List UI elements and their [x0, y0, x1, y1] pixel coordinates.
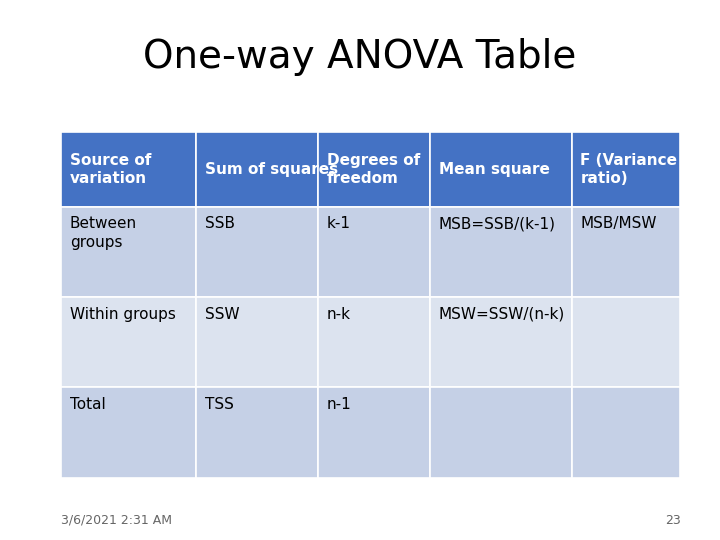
Text: Total: Total — [70, 397, 106, 412]
Text: One-way ANOVA Table: One-way ANOVA Table — [143, 38, 577, 76]
Text: Mean square: Mean square — [438, 162, 549, 177]
Text: MSB/MSW: MSB/MSW — [580, 217, 657, 231]
Bar — [572, 388, 680, 478]
Bar — [197, 297, 318, 388]
Text: Within groups: Within groups — [70, 307, 176, 322]
Text: k-1: k-1 — [327, 217, 351, 231]
Bar — [318, 132, 430, 207]
Bar — [430, 297, 572, 388]
Text: Source of
variation: Source of variation — [70, 153, 151, 186]
Text: 23: 23 — [665, 514, 680, 526]
Bar — [61, 207, 197, 297]
Text: SSB: SSB — [205, 217, 235, 231]
Bar — [197, 132, 318, 207]
Bar — [430, 132, 572, 207]
Text: TSS: TSS — [205, 397, 234, 412]
Bar — [61, 388, 197, 478]
Text: n-1: n-1 — [327, 397, 351, 412]
Text: SSW: SSW — [205, 307, 240, 322]
Text: Between
groups: Between groups — [70, 217, 137, 250]
Bar — [430, 207, 572, 297]
Bar — [61, 297, 197, 388]
Text: MSW=SSW/(n-k): MSW=SSW/(n-k) — [438, 307, 565, 322]
Bar — [430, 388, 572, 478]
Text: Sum of squares: Sum of squares — [205, 162, 338, 177]
Bar — [197, 207, 318, 297]
Text: Degrees of
freedom: Degrees of freedom — [327, 153, 420, 186]
Bar — [197, 388, 318, 478]
Bar — [572, 132, 680, 207]
Bar — [572, 297, 680, 388]
Text: MSB=SSB/(k-1): MSB=SSB/(k-1) — [438, 217, 556, 231]
Bar — [318, 207, 430, 297]
Bar — [61, 132, 197, 207]
Bar — [318, 297, 430, 388]
Bar — [572, 207, 680, 297]
Text: 3/6/2021 2:31 AM: 3/6/2021 2:31 AM — [61, 514, 172, 526]
Text: n-k: n-k — [327, 307, 351, 322]
Bar — [318, 388, 430, 478]
Text: F (Variance
ratio): F (Variance ratio) — [580, 153, 678, 186]
